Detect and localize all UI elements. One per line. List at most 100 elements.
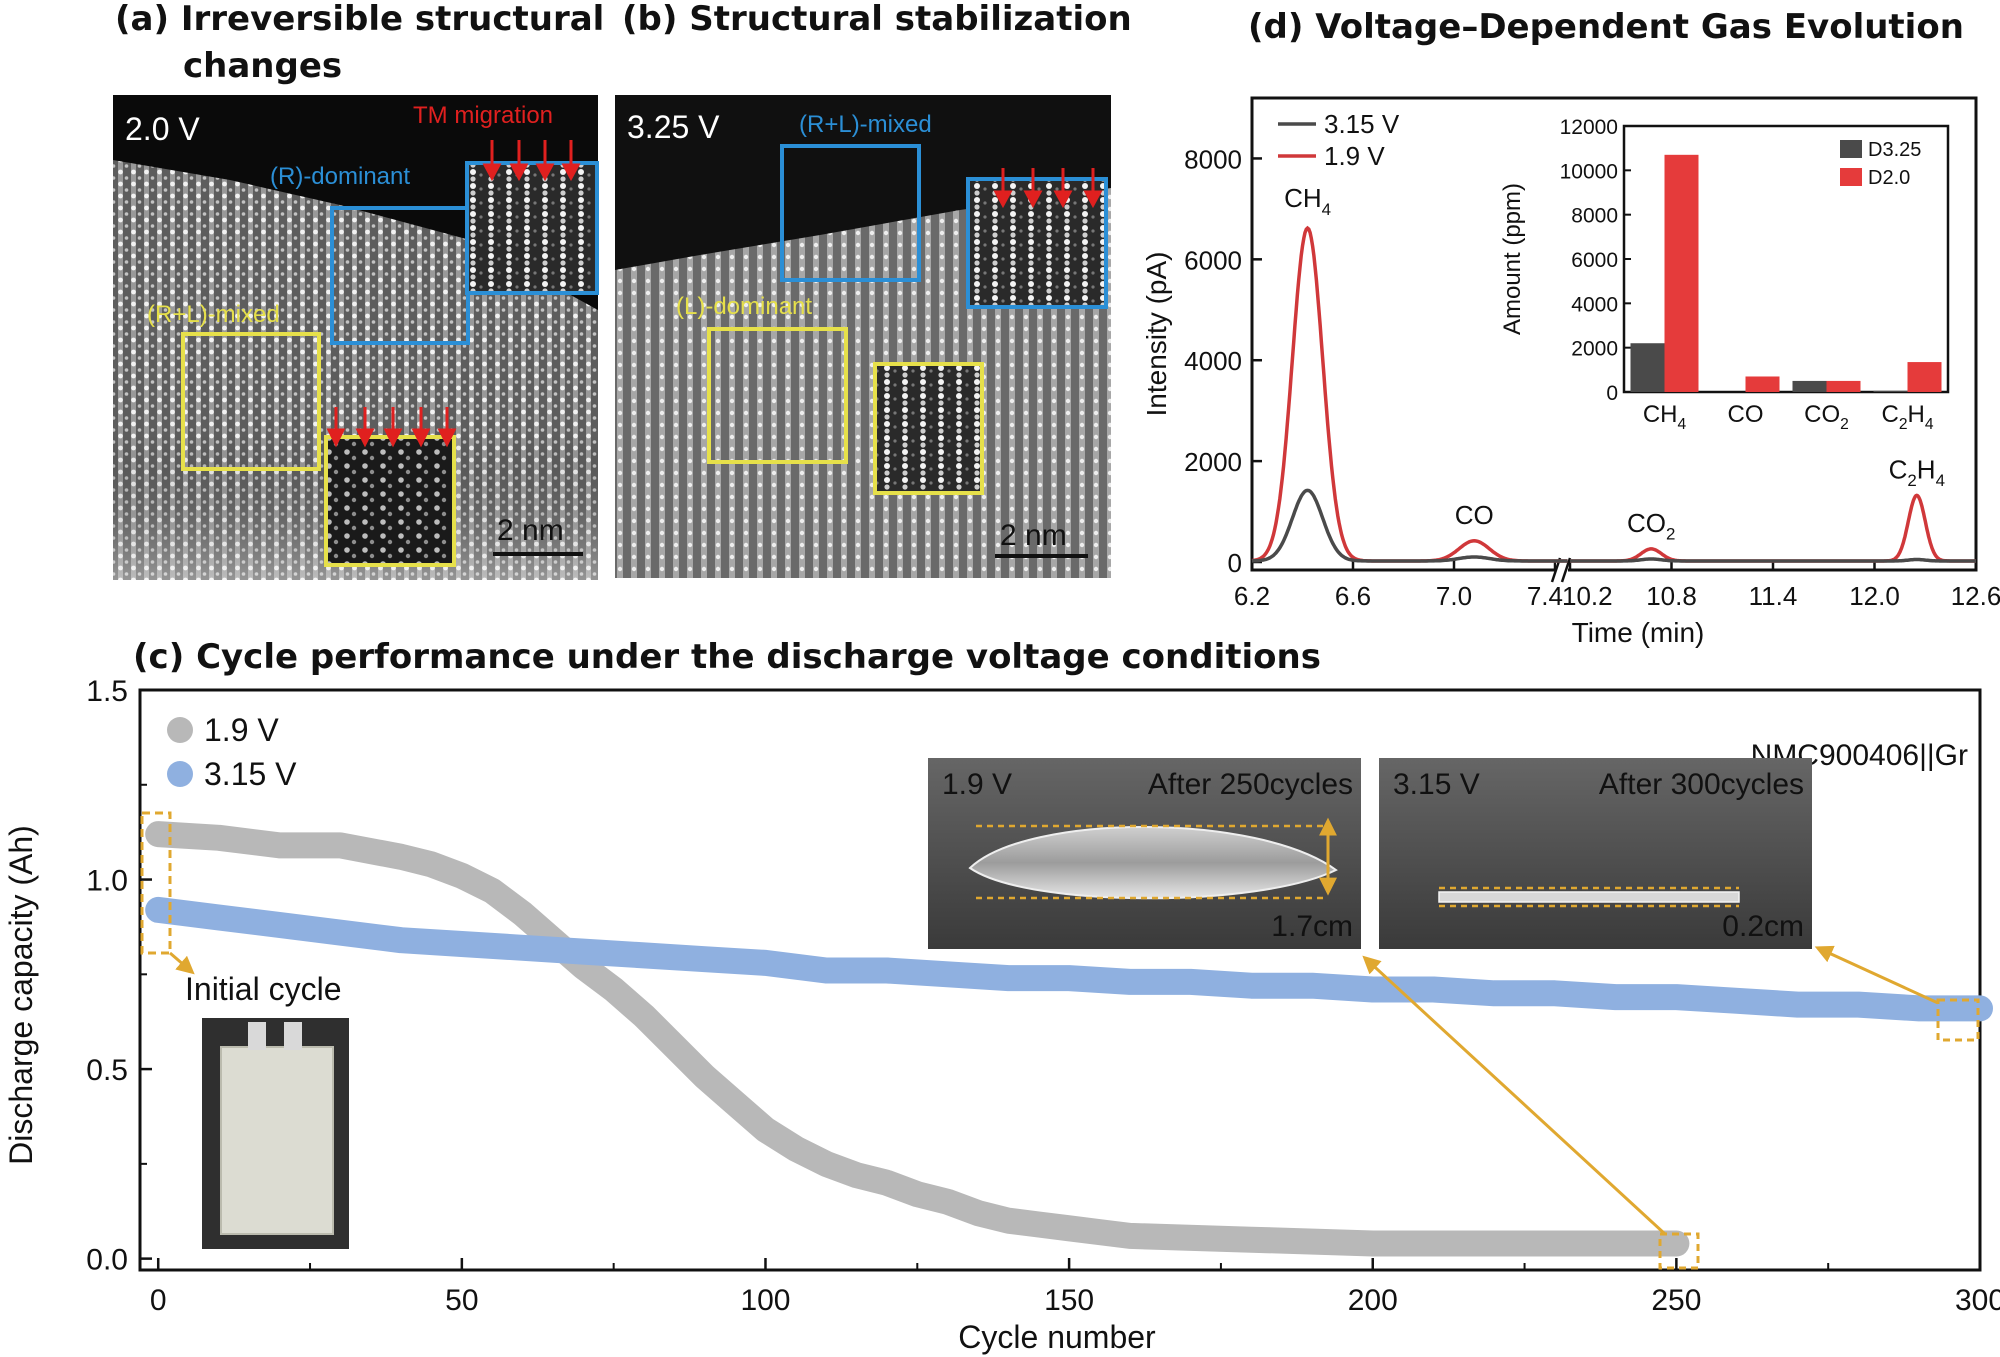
panel-c-300-box	[1936, 998, 1980, 1042]
panel-d-title: (d) Voltage–Dependent Gas Evolution	[1248, 7, 1964, 47]
panel-a-r-inset	[465, 161, 599, 295]
panel-d-inset-ytick-label: 2000	[1571, 338, 1618, 361]
panel-a-r-label: (R)-dominant	[270, 163, 410, 190]
panel-a-voltage: 2.0 V	[125, 111, 200, 147]
panel-d-xtick-label: 6.2	[1234, 581, 1270, 611]
panel-d-series-3-15v	[1252, 488, 1976, 563]
panel-d-ylabel: Intensity (pA)	[1141, 252, 1172, 417]
panel-d-xtick-label: 12.0	[1849, 581, 1900, 611]
panel-c-pouch-cell	[220, 1046, 334, 1235]
panel-d-axis-break	[1560, 557, 1572, 583]
panel-c-xtick-label: 200	[1348, 1284, 1398, 1317]
panel-d-xtick-label: 7.0	[1436, 581, 1472, 611]
panel-c-xtick-label: 250	[1651, 1284, 1701, 1317]
panel-c-initial-label: Initial cycle	[185, 971, 342, 1007]
panel-c-250-arrow	[1362, 955, 1667, 1236]
panel-d-ytick-label: 8000	[1184, 144, 1242, 174]
panel-d-xtick-label: 7.4	[1527, 581, 1563, 611]
panel-d-ytick-label: 0	[1228, 548, 1242, 578]
panel-c-photo-1-voltage: 1.9 V	[942, 768, 1012, 801]
panel-c-ytick-label: 0.5	[86, 1054, 128, 1087]
panel-d-inset-ytick-label: 4000	[1571, 293, 1618, 316]
panel-c-photo-1-cycles: After 250cycles	[1148, 768, 1353, 801]
panel-c-xtick-label: 0	[150, 1284, 167, 1317]
panel-d-inset-ytick-label: 8000	[1571, 205, 1618, 228]
panel-b-rl-label: (R+L)-mixed	[799, 111, 932, 138]
panel-a-rl-inset	[324, 435, 456, 567]
panel-d-inset-bar	[1826, 380, 1861, 392]
panel-a-rl-label: (R+L)-mixed	[147, 301, 280, 328]
panel-d-inset-legend-swatch	[1840, 140, 1862, 158]
panel-c-xtick-label: 100	[740, 1284, 790, 1317]
panel-d-inset-legend-swatch	[1840, 168, 1862, 186]
panel-c-initial-box	[140, 811, 172, 955]
panel-d-inset-bar	[1745, 376, 1780, 392]
panel-d-peak-label: CO2	[1627, 508, 1675, 544]
panel-d-legend-label: 1.9 V	[1324, 141, 1385, 171]
panel-d-inset-bar	[1792, 380, 1827, 392]
panel-b-image	[615, 95, 1111, 578]
panel-c-ytick-label: 1.5	[86, 675, 128, 708]
panel-d-inset-ytick-label: 10000	[1560, 160, 1618, 183]
panel-d-xlabel: Time (min)	[1572, 617, 1705, 648]
panel-d-inset-legend-label: D3.25	[1868, 139, 1921, 161]
panel-d-peak-label: CO	[1455, 500, 1494, 530]
panel-a-tm-label: TM migration	[413, 102, 553, 129]
panel-c-photo-2-voltage: 3.15 V	[1393, 768, 1480, 801]
panel-c-legend-label: 3.15 V	[204, 756, 297, 792]
panel-d-inset-bar	[1664, 154, 1699, 392]
panel-c-250-box	[1658, 1232, 1700, 1270]
panel-c-photo-2	[1379, 758, 1812, 949]
panel-b-voltage: 3.25 V	[627, 109, 720, 145]
panel-c-photo-2-cycles: After 300cycles	[1599, 768, 1804, 801]
panel-d-inset-bar	[1873, 390, 1908, 392]
panel-d-peak-label: C2H4	[1889, 454, 1945, 490]
panel-c-ylabel: Discharge capacity (Ah)	[3, 825, 39, 1165]
panel-d-xtick-label: 11.4	[1749, 581, 1798, 611]
panel-b-l-label: (L)-dominant	[676, 293, 812, 320]
panel-c-ytick-label: 1.0	[86, 865, 128, 898]
panel-d-xtick-label: 10.8	[1646, 581, 1697, 611]
panel-b-l-inset	[873, 362, 984, 495]
panel-a-red-arrows-top	[482, 140, 581, 182]
panel-d-inset-ytick-label: 12000	[1560, 116, 1618, 139]
panel-d-inset-category-label: CO	[1728, 401, 1764, 428]
panel-c-series-3-15v	[145, 896, 1993, 1022]
panel-d-legend-label: 3.15 V	[1324, 109, 1400, 139]
panel-c-xtick-label: 300	[1955, 1284, 2000, 1317]
panel-d-ytick-label: 2000	[1184, 447, 1242, 477]
panel-d-xtick-label: 12.6	[1951, 581, 2000, 611]
panel-d-chart: 0 2000 4000 6000 8000 6.2 6.6 7.0 7.4 10.2 10.8 11.…	[1141, 96, 2000, 648]
panel-a-scale-label: 2 nm	[497, 514, 564, 547]
panel-d-inset-category-label: CH4	[1643, 401, 1687, 433]
panel-c-pouch-tab	[248, 1022, 266, 1050]
panel-a-title-line2: changes	[183, 46, 342, 86]
panel-b-rl-box	[780, 144, 921, 282]
panel-c-series-1-9v	[145, 821, 1690, 1257]
panel-d-ytick-label: 4000	[1184, 346, 1242, 376]
panel-d-inset-bar	[1630, 343, 1665, 392]
panel-c-xlabel: Cycle number	[958, 1319, 1156, 1355]
panel-b-title: (b) Structural stabilization	[622, 0, 1132, 39]
panel-c-pouch-tab	[284, 1022, 302, 1050]
panel-d-xtick-label: 6.6	[1335, 581, 1371, 611]
panel-c-ytick-label: 0.0	[86, 1244, 128, 1277]
panel-c-flat-pouch	[1438, 891, 1740, 903]
panel-b-red-arrows	[993, 168, 1103, 209]
panel-d-inset-legend-label: D2.0	[1868, 167, 1910, 189]
panel-c-legend-marker	[167, 717, 193, 743]
panel-c-legend-marker	[167, 761, 193, 787]
panel-c-chart: 0.0 0.5 1.0 1.5 0 50 100 150 200 250 300 Cycle numb…	[3, 675, 2000, 1355]
panel-d-inset-ytick-label: 6000	[1571, 249, 1618, 272]
panel-d-inset-bar	[1907, 362, 1942, 392]
panel-d-inset-category-label: C2H4	[1881, 401, 1933, 433]
panel-a-title: (a) Irreversible structural	[115, 0, 604, 39]
panel-a-red-arrows-bottom	[326, 407, 457, 448]
panel-c-initial-arrow	[169, 951, 195, 975]
panel-d-inset-category-label: CO2	[1804, 401, 1849, 433]
panel-c-legend-label: 1.9 V	[204, 712, 279, 748]
panel-d-inset-ytick-label: 0	[1606, 382, 1618, 405]
panel-d-frame	[1250, 96, 1978, 572]
panel-b-scale-label: 2 nm	[1000, 519, 1067, 552]
